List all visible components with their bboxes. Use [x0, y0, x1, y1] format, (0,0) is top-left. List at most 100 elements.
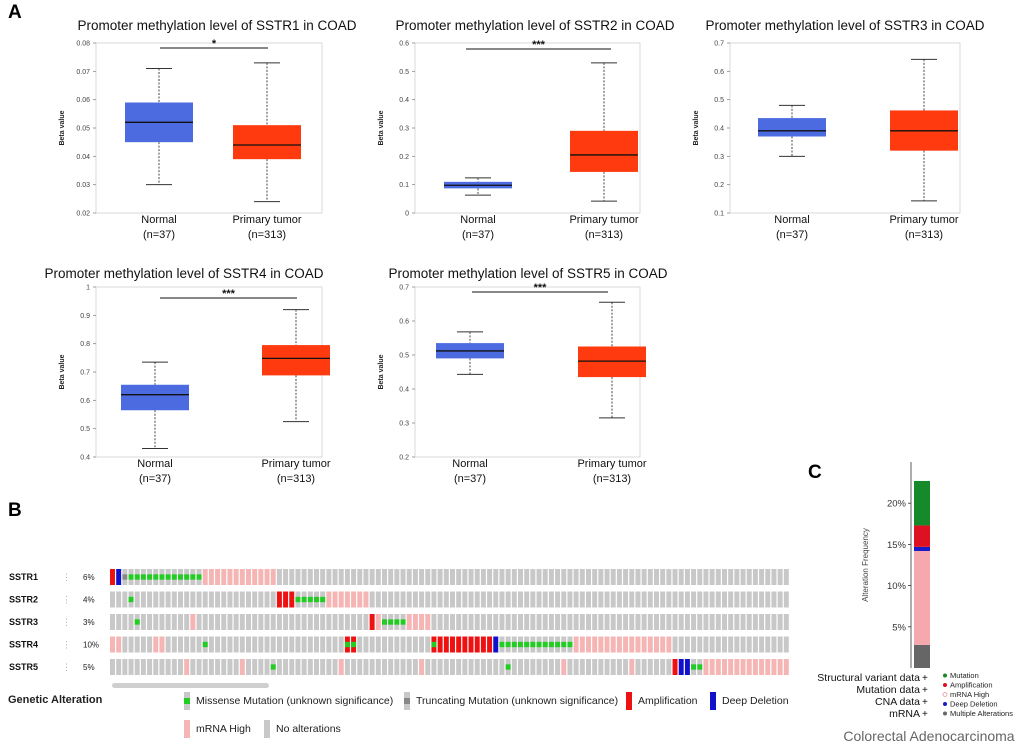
sample-cell: [208, 614, 214, 630]
group-label: Normal: [452, 458, 487, 470]
sample-cell: [388, 569, 394, 585]
legend-label: Amplification: [950, 681, 993, 690]
sample-cell: [672, 569, 678, 585]
y-tick-label: 0.7: [80, 370, 90, 377]
sample-cell: [629, 636, 635, 653]
sample-cell: [344, 591, 350, 608]
sample-cell: [592, 614, 598, 630]
missense-marker: [128, 574, 134, 580]
sample-cell: [536, 569, 542, 585]
box-group-primary-tumor: [233, 62, 301, 203]
y-axis-label: Alteration Frequency: [861, 528, 870, 602]
sample-cell: [604, 659, 610, 675]
sample-cell: [672, 591, 678, 608]
sample-cell: [301, 569, 307, 585]
y-axis-label: Beta value: [378, 110, 385, 145]
sample-cell: [604, 591, 610, 608]
sample-cell: [548, 659, 554, 675]
group-n-label: (n=313): [248, 229, 286, 241]
sample-cell: [196, 636, 202, 653]
sample-cell: [351, 591, 357, 608]
legend-dot: [943, 683, 947, 687]
y-tick-label: 0.1: [714, 211, 724, 218]
y-tick-label: 0.6: [399, 319, 409, 326]
sample-cell: [431, 614, 437, 630]
group-label: Primary tumor: [261, 458, 330, 470]
row-menu-icon: ⋮: [62, 662, 71, 672]
sample-cell: [752, 636, 758, 653]
sample-cell: [666, 659, 672, 675]
sample-cell: [610, 591, 616, 608]
sample-cell: [227, 614, 233, 630]
sample-cell: [140, 636, 146, 653]
sample-cell: [524, 591, 530, 608]
sample-cell: [295, 614, 301, 630]
y-tick-label: 1: [86, 285, 90, 292]
sample-cell: [555, 614, 561, 630]
sample-cell: [518, 614, 523, 630]
sample-cell: [270, 591, 276, 608]
sample-cell: [654, 659, 659, 675]
sample-cell: [147, 591, 153, 608]
sample-cell: [623, 614, 629, 630]
sample-cell: [524, 659, 530, 675]
sample-cell: [425, 636, 431, 653]
sample-cell: [202, 569, 208, 585]
sample-cell: [654, 591, 659, 608]
sample-cell: [678, 569, 684, 585]
sample-cell: [610, 636, 616, 653]
sample-cell: [672, 659, 678, 675]
sample-cell: [548, 591, 554, 608]
sample-cell: [252, 636, 258, 653]
sample-cell: [289, 636, 295, 653]
sample-cell: [134, 636, 140, 653]
missense-marker: [147, 574, 153, 580]
y-tick-label: 0.5: [399, 353, 409, 360]
sample-cell: [462, 614, 468, 630]
y-tick-label: 0.05: [76, 126, 90, 133]
sample-cell: [783, 636, 789, 653]
sample-cell: [709, 636, 715, 653]
sample-cell: [616, 569, 622, 585]
sample-cell: [623, 569, 629, 585]
data-row-label: Structural variant data: [817, 672, 920, 684]
y-tick-label: 0.08: [76, 41, 90, 48]
sample-cell: [283, 569, 289, 585]
group-n-label: (n=313): [593, 473, 631, 485]
sample-cell: [215, 569, 221, 585]
group-n-label: (n=313): [277, 473, 315, 485]
chart-title: Promoter methylation level of SSTR3 in C…: [705, 18, 984, 33]
sample-cell: [239, 591, 245, 608]
sample-cell: [369, 659, 375, 675]
sample-cell: [752, 591, 758, 608]
sample-cell: [740, 569, 746, 585]
sample-cell: [369, 636, 375, 653]
y-tick-label: 0.5: [80, 426, 90, 433]
sample-cell: [412, 591, 418, 608]
sample-cell: [691, 636, 697, 653]
sample-cell: [320, 659, 326, 675]
sample-cell: [363, 659, 369, 675]
sample-cell: [542, 614, 548, 630]
sample-cell: [419, 569, 425, 585]
sample-cell: [505, 569, 511, 585]
sample-cell: [654, 569, 659, 585]
sample-cell: [765, 614, 771, 630]
sample-cell: [264, 636, 270, 653]
y-tick-label: 0.3: [399, 126, 409, 133]
sample-cell: [623, 659, 629, 675]
sample-cell: [579, 636, 585, 653]
sample-cell: [542, 659, 548, 675]
sample-cell: [394, 636, 400, 653]
sample-cell: [487, 614, 493, 630]
sample-cell: [722, 659, 727, 675]
sample-cell: [709, 659, 715, 675]
missense-marker: [542, 641, 548, 648]
sample-cell: [233, 569, 239, 585]
y-tick-label: 0.02: [76, 211, 90, 218]
sample-cell: [598, 569, 604, 585]
sample-cell: [406, 659, 412, 675]
sample-cell: [326, 591, 332, 608]
sample-cell: [215, 659, 221, 675]
y-tick-label: 0.4: [714, 126, 724, 133]
